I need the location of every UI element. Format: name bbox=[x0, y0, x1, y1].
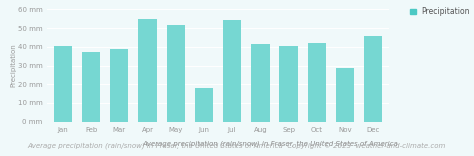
Text: Average precipitation (rain/snow) in Fraser, the United States of America  Copyr: Average precipitation (rain/snow) in Fra… bbox=[28, 143, 446, 150]
Bar bbox=[336, 68, 354, 122]
Bar bbox=[308, 43, 326, 122]
Text: Average precipitation (rain/snow) in Fraser, the United States of America: Average precipitation (rain/snow) in Fra… bbox=[142, 140, 398, 147]
Bar bbox=[110, 49, 128, 122]
Bar bbox=[364, 36, 383, 122]
Text: Average precipitation (rain/snow) in Fraser, the United States of America: Average precipitation (rain/snow) in Fra… bbox=[142, 148, 402, 154]
Bar bbox=[82, 52, 100, 122]
Legend: Precipitation: Precipitation bbox=[410, 7, 470, 16]
Bar bbox=[54, 46, 72, 122]
Bar bbox=[138, 19, 157, 122]
Bar bbox=[223, 20, 241, 122]
Bar bbox=[166, 25, 185, 122]
Bar bbox=[279, 46, 298, 122]
Bar bbox=[195, 88, 213, 122]
Bar bbox=[251, 44, 270, 122]
Y-axis label: Precipitation: Precipitation bbox=[10, 44, 17, 87]
